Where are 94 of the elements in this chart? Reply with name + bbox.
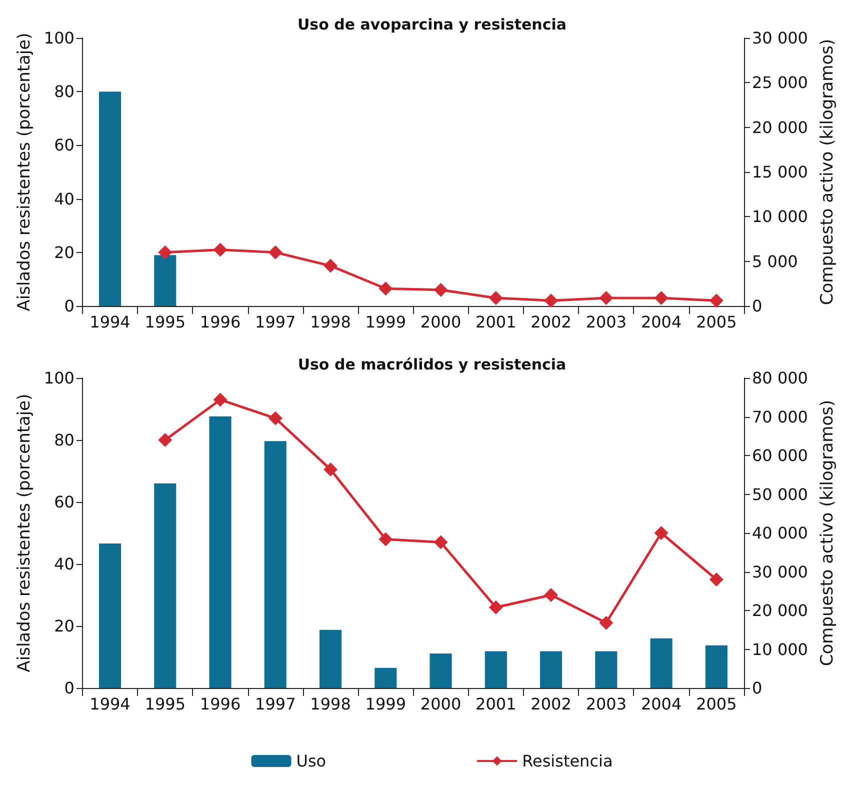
y2-tick-label: 10 000 xyxy=(752,640,808,659)
x-tick-label: 1997 xyxy=(255,694,296,714)
x-tick-label: 2001 xyxy=(476,694,516,714)
bar xyxy=(484,651,507,688)
point xyxy=(268,411,282,426)
point xyxy=(709,294,724,308)
point xyxy=(654,290,668,305)
y2-tick-label: 0 xyxy=(752,296,762,316)
point xyxy=(544,588,558,602)
bar xyxy=(430,654,452,688)
point xyxy=(599,290,614,305)
point xyxy=(324,258,338,273)
point xyxy=(654,526,668,540)
y2-tick-label: 50 000 xyxy=(752,484,808,504)
x-tick-label: 1995 xyxy=(144,312,186,332)
point xyxy=(434,282,448,297)
x-tick-label: 1999 xyxy=(365,694,406,714)
y2-tick-label: 0 xyxy=(752,678,762,698)
bar xyxy=(264,441,286,688)
x-tick-label: 1998 xyxy=(310,312,351,332)
y2-tick-label: 40 000 xyxy=(752,524,808,542)
x-tick-label: 1996 xyxy=(200,694,241,714)
y2-tick-label: 20 000 xyxy=(752,118,808,137)
x-tick-label: 1994 xyxy=(90,694,130,714)
point xyxy=(709,572,724,586)
point xyxy=(158,245,172,260)
y2-tick-label: 15 000 xyxy=(752,162,808,182)
chart-title: Uso de avoparcina y resistencia xyxy=(297,16,567,34)
x-tick-label: 1994 xyxy=(90,312,130,332)
point xyxy=(213,392,228,407)
y2-tick-label: 30 000 xyxy=(752,28,808,48)
bar xyxy=(98,543,122,688)
x-tick-label: 2002 xyxy=(530,694,572,714)
y-tick-label: 0 xyxy=(64,678,74,698)
bar xyxy=(540,651,562,688)
bar xyxy=(320,630,342,688)
x-tick-label: 2000 xyxy=(420,694,462,714)
point xyxy=(488,290,503,305)
y2-tick-label: 20 000 xyxy=(752,601,808,620)
y-tick-label: 100 xyxy=(44,368,74,388)
y2-axis-title: Compuesto activo (kilogramos) xyxy=(817,400,838,666)
point xyxy=(378,282,393,296)
point xyxy=(324,462,338,476)
x-tick-label: 2003 xyxy=(586,312,627,332)
y-tick-label: 20 xyxy=(54,242,74,262)
x-tick-label: 1997 xyxy=(255,312,296,332)
x-tick-label: 2004 xyxy=(640,312,682,332)
y-tick-label: 60 xyxy=(54,136,74,155)
y-tick-label: 0 xyxy=(64,296,74,316)
y-axis-title: Aislados resistentes (porcentaje) xyxy=(14,32,34,312)
y-tick-label: 60 xyxy=(54,492,74,512)
point xyxy=(599,616,614,630)
y-tick-label: 20 xyxy=(54,616,74,636)
y2-axis-title: Compuesto activo (kilogramos) xyxy=(817,38,838,306)
x-tick-label: 2000 xyxy=(420,312,462,332)
legend-label: Resistencia xyxy=(522,752,613,770)
y2-tick-label: 25 000 xyxy=(752,73,808,92)
x-tick-label: 2004 xyxy=(640,694,682,714)
y-tick-label: 40 xyxy=(54,554,74,574)
bar xyxy=(209,416,232,688)
y-tick-label: 100 xyxy=(44,28,74,48)
bar xyxy=(650,638,672,688)
y2-tick-label: 30 000 xyxy=(752,562,808,582)
point xyxy=(488,600,503,614)
point xyxy=(378,532,393,546)
point xyxy=(434,535,448,550)
y2-tick-label: 70 000 xyxy=(752,407,808,426)
point xyxy=(544,294,558,308)
y2-tick-label: 80 000 xyxy=(752,368,808,388)
x-tick-label: 2002 xyxy=(530,312,572,332)
legend-label: Uso xyxy=(296,752,326,770)
y-tick-label: 80 xyxy=(54,430,74,450)
y2-tick-label: 10 000 xyxy=(752,207,808,226)
point xyxy=(213,242,228,257)
chart-title: Uso de macrólidos y resistencia xyxy=(298,356,566,374)
bar xyxy=(374,668,397,688)
x-tick-label: 1998 xyxy=(310,694,351,714)
bar xyxy=(705,645,728,688)
x-tick-label: 2005 xyxy=(696,694,737,714)
y-tick-label: 80 xyxy=(54,82,74,102)
y-tick-label: 40 xyxy=(54,189,74,208)
x-tick-label: 1999 xyxy=(365,312,406,332)
point xyxy=(268,245,282,260)
bar xyxy=(154,483,176,688)
y-axis-title: Aislados resistentes (porcentaje) xyxy=(14,394,34,672)
y2-tick-label: 5 000 xyxy=(752,252,798,271)
bar xyxy=(595,651,618,688)
x-tick-label: 2003 xyxy=(586,694,627,714)
x-tick-label: 1996 xyxy=(200,312,241,332)
x-tick-label: 2001 xyxy=(476,312,516,332)
point xyxy=(158,433,172,447)
x-tick-label: 2005 xyxy=(696,312,737,332)
x-tick-label: 1995 xyxy=(144,694,186,714)
y2-tick-label: 60 000 xyxy=(752,446,808,465)
